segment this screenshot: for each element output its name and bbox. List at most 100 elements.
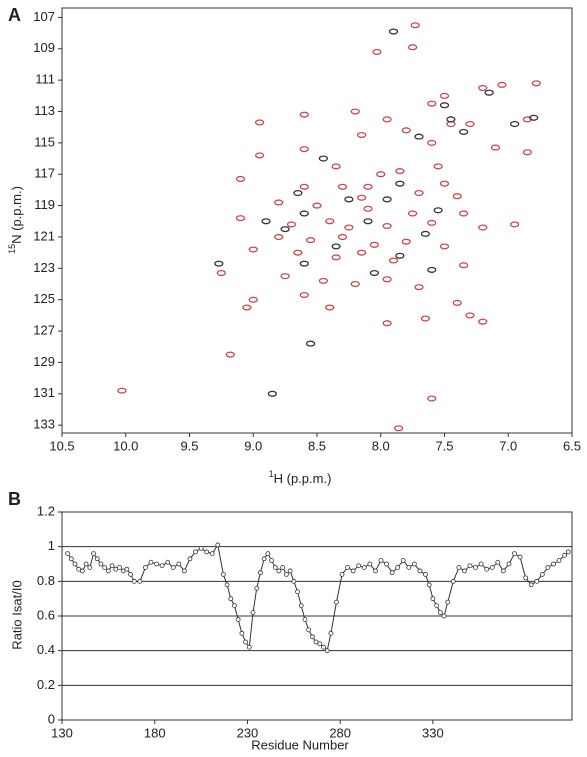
peak bbox=[363, 183, 373, 190]
point bbox=[176, 561, 182, 567]
peak bbox=[299, 210, 309, 217]
point bbox=[68, 556, 74, 562]
point bbox=[94, 556, 100, 562]
peak bbox=[427, 395, 437, 402]
peak bbox=[350, 108, 360, 115]
peak bbox=[458, 210, 469, 217]
peak bbox=[395, 252, 405, 259]
y-tick-label: 123 bbox=[33, 260, 55, 275]
point bbox=[361, 565, 367, 570]
point bbox=[269, 558, 274, 563]
point bbox=[80, 568, 85, 574]
point bbox=[517, 554, 523, 560]
peak bbox=[410, 22, 420, 29]
x-axis-label: Residue Number bbox=[251, 737, 349, 752]
y-tick-label: 121 bbox=[33, 228, 55, 243]
point bbox=[239, 630, 245, 636]
peak bbox=[452, 299, 462, 306]
x-axis-label-sup: 1 bbox=[269, 469, 274, 479]
point bbox=[258, 570, 263, 576]
peak bbox=[299, 146, 309, 153]
y-axis-label-sup: 15 bbox=[7, 244, 17, 254]
peak bbox=[369, 269, 380, 277]
peak bbox=[458, 262, 469, 269]
y-tick-label: 113 bbox=[34, 103, 55, 118]
peak bbox=[414, 284, 424, 291]
y-tick-label: 119 bbox=[34, 197, 55, 212]
peak bbox=[382, 196, 392, 203]
peak bbox=[382, 276, 392, 283]
point bbox=[204, 549, 210, 555]
peak bbox=[465, 121, 475, 128]
peak bbox=[376, 171, 386, 178]
point bbox=[495, 559, 501, 565]
peak bbox=[337, 183, 348, 190]
peak bbox=[331, 163, 341, 170]
point bbox=[243, 639, 249, 645]
point bbox=[287, 568, 293, 574]
y-axis-label-text: N (p.p.m.) bbox=[9, 186, 24, 244]
peak bbox=[446, 116, 456, 123]
point bbox=[321, 644, 326, 650]
peak bbox=[274, 199, 284, 206]
point bbox=[551, 561, 556, 567]
point bbox=[565, 549, 571, 555]
point bbox=[441, 613, 447, 619]
peak bbox=[350, 280, 360, 288]
peak bbox=[458, 128, 469, 135]
point bbox=[91, 551, 96, 556]
peak bbox=[401, 127, 411, 134]
point bbox=[484, 566, 490, 572]
point bbox=[220, 572, 226, 577]
y-tick-label: 111 bbox=[35, 72, 55, 87]
peak bbox=[363, 205, 373, 212]
point bbox=[406, 565, 412, 570]
peak bbox=[312, 202, 322, 209]
peak bbox=[388, 257, 399, 264]
point bbox=[417, 568, 423, 574]
point bbox=[473, 565, 478, 570]
peak bbox=[274, 233, 284, 241]
point bbox=[328, 630, 334, 636]
peak bbox=[407, 44, 418, 51]
peak bbox=[465, 312, 475, 319]
point bbox=[467, 563, 473, 569]
peak bbox=[363, 218, 373, 225]
point bbox=[295, 589, 300, 595]
peak bbox=[318, 277, 329, 284]
peak bbox=[344, 224, 354, 231]
point bbox=[313, 639, 319, 645]
peak bbox=[356, 131, 367, 139]
peak bbox=[293, 249, 303, 256]
panel-label: B bbox=[8, 489, 21, 509]
peak bbox=[305, 340, 316, 347]
point bbox=[120, 568, 126, 574]
point bbox=[395, 565, 401, 570]
point bbox=[235, 617, 241, 622]
x-tick-label: 180 bbox=[144, 725, 166, 740]
y-axis-label: 15N (p.p.m.) bbox=[7, 186, 24, 254]
point bbox=[434, 603, 440, 608]
y-tick-label: 133 bbox=[33, 417, 55, 432]
y-tick-label: 129 bbox=[33, 354, 55, 369]
point bbox=[334, 599, 339, 605]
peak bbox=[331, 243, 341, 250]
peak bbox=[369, 241, 380, 248]
point bbox=[143, 565, 148, 570]
peak bbox=[427, 219, 437, 226]
point bbox=[367, 561, 373, 567]
point bbox=[87, 565, 93, 570]
y-tick-label: 0.8 bbox=[37, 573, 55, 588]
point bbox=[165, 559, 171, 565]
peak bbox=[235, 175, 246, 182]
point bbox=[462, 568, 467, 574]
peak bbox=[439, 180, 450, 187]
point bbox=[209, 551, 215, 556]
peak bbox=[267, 390, 278, 397]
point bbox=[350, 568, 356, 574]
point bbox=[113, 566, 119, 572]
peak bbox=[261, 218, 271, 225]
peak bbox=[484, 89, 494, 96]
peak bbox=[388, 28, 399, 35]
peak bbox=[372, 48, 382, 55]
